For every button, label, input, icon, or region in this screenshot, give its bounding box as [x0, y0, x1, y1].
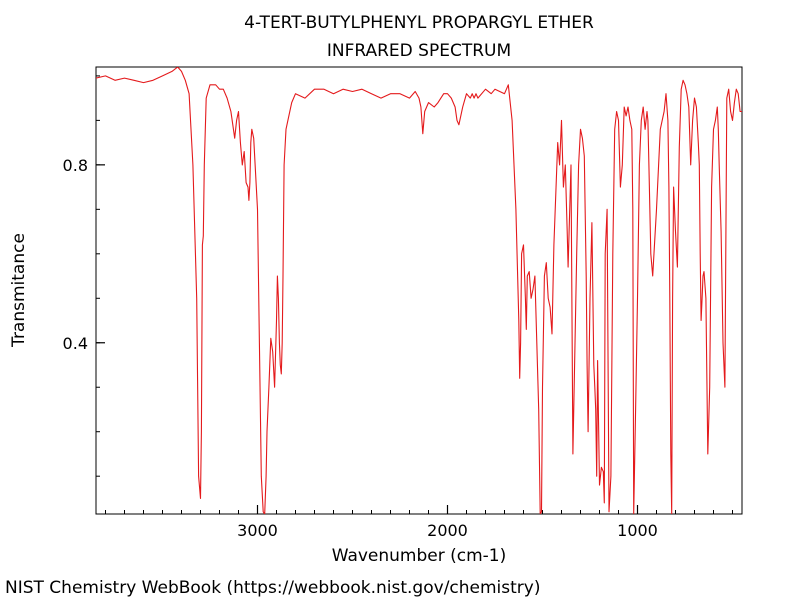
chart-subtitle: INFRARED SPECTRUM	[327, 41, 511, 61]
y-axis-label: Transmitance	[9, 233, 29, 348]
plot-frame	[95, 66, 743, 515]
chart-title: 4-TERT-BUTYLPHENYL PROPARGYL ETHER	[244, 13, 594, 33]
plot-area: 3000 2000 1000 0.8 0.4	[63, 66, 743, 540]
source-attribution: NIST Chemistry WebBook (https://webbook.…	[5, 578, 540, 598]
x-axis-label: Wavenumber (cm-1)	[332, 546, 507, 566]
spectrum-line	[96, 67, 742, 514]
y-tick-label: 0.4	[63, 334, 88, 353]
y-tick-label: 0.8	[63, 156, 88, 175]
x-tick-label: 2000	[427, 521, 468, 540]
x-tick-label: 1000	[617, 521, 658, 540]
x-tick-label: 3000	[237, 521, 278, 540]
